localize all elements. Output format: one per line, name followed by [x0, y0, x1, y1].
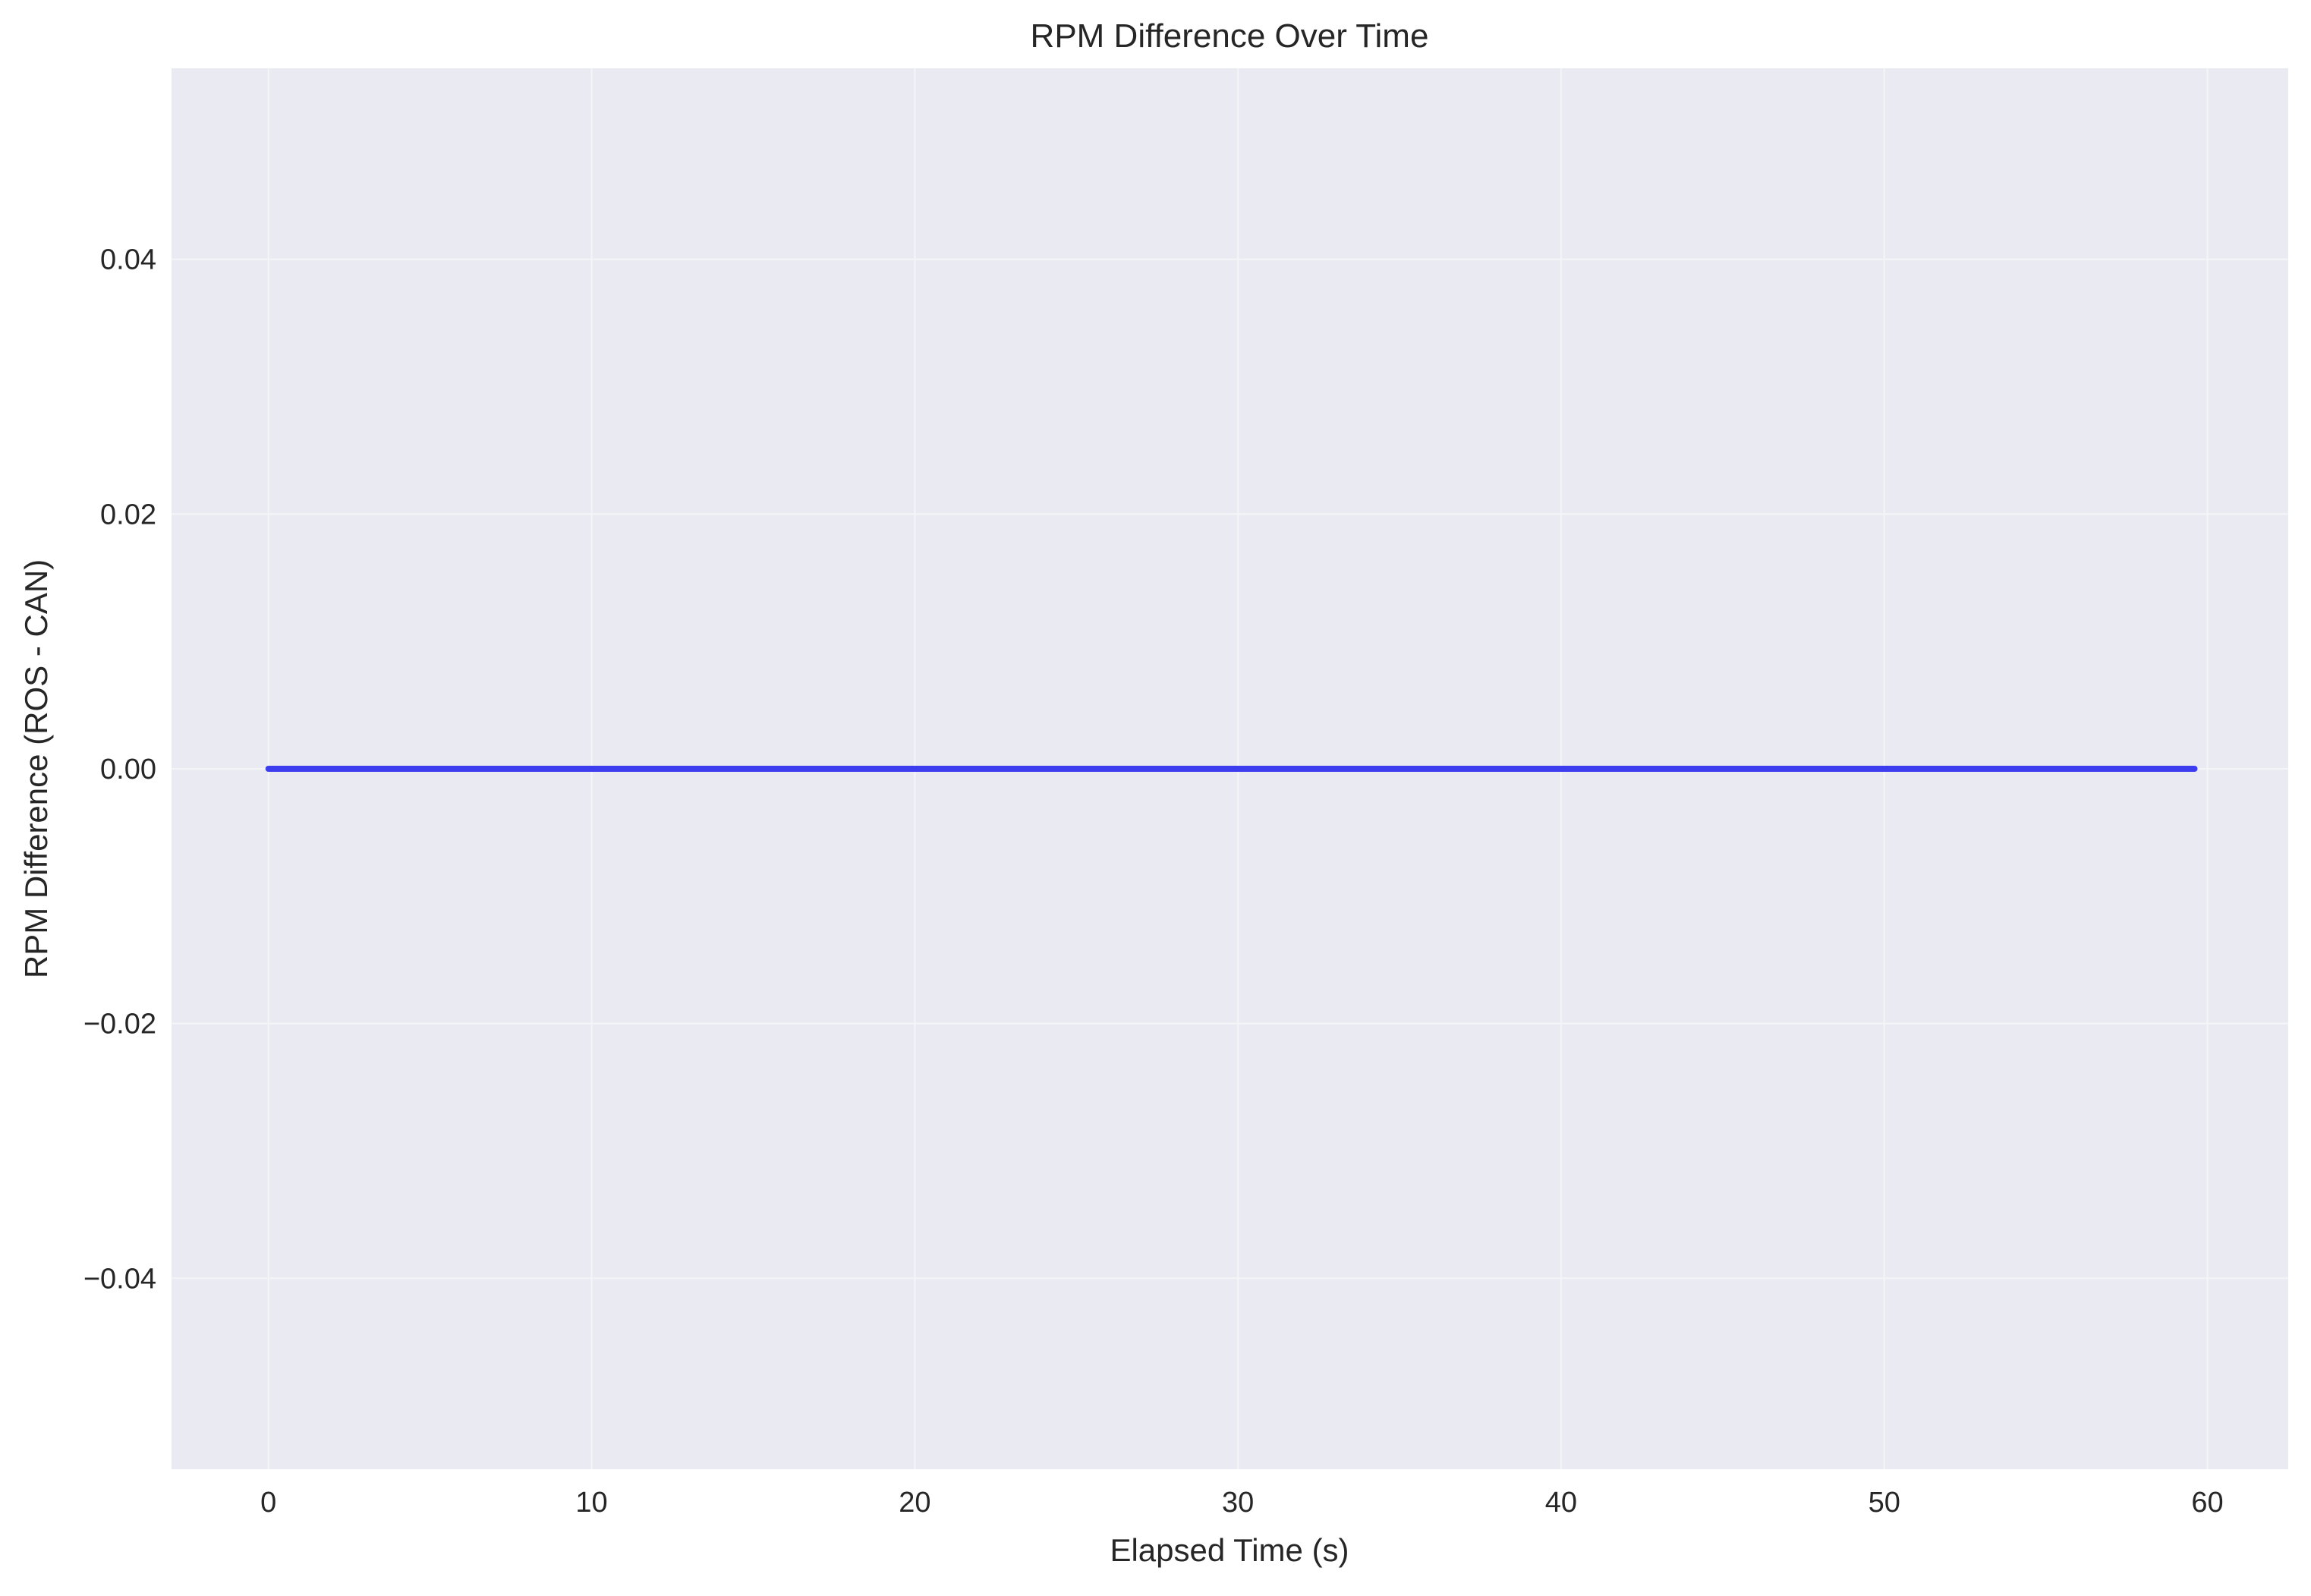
x-tick-label: 0	[260, 1487, 276, 1519]
x-tick-label: 60	[2191, 1487, 2223, 1519]
x-tick-labels: 0 10 20 30 40 50 60	[260, 1487, 2224, 1519]
y-axis-label: RPM Difference (ROS - CAN)	[18, 559, 54, 978]
x-tick-label: 10	[575, 1487, 607, 1519]
y-tick-label: 0.02	[100, 499, 156, 530]
x-axis-label: Elapsed Time (s)	[1110, 1532, 1349, 1568]
x-tick-label: 50	[1869, 1487, 1900, 1519]
x-tick-label: 30	[1222, 1487, 1254, 1519]
y-tick-label: 0.04	[100, 244, 156, 276]
x-tick-label: 40	[1545, 1487, 1577, 1519]
y-tick-label: −0.04	[83, 1263, 156, 1295]
y-tick-label: 0.00	[100, 754, 156, 785]
x-tick-label: 20	[899, 1487, 930, 1519]
chart-title: RPM Difference Over Time	[1031, 17, 1429, 55]
y-tick-labels: −0.04 −0.02 0.00 0.02 0.04	[83, 244, 156, 1295]
y-tick-label: −0.02	[83, 1009, 156, 1040]
